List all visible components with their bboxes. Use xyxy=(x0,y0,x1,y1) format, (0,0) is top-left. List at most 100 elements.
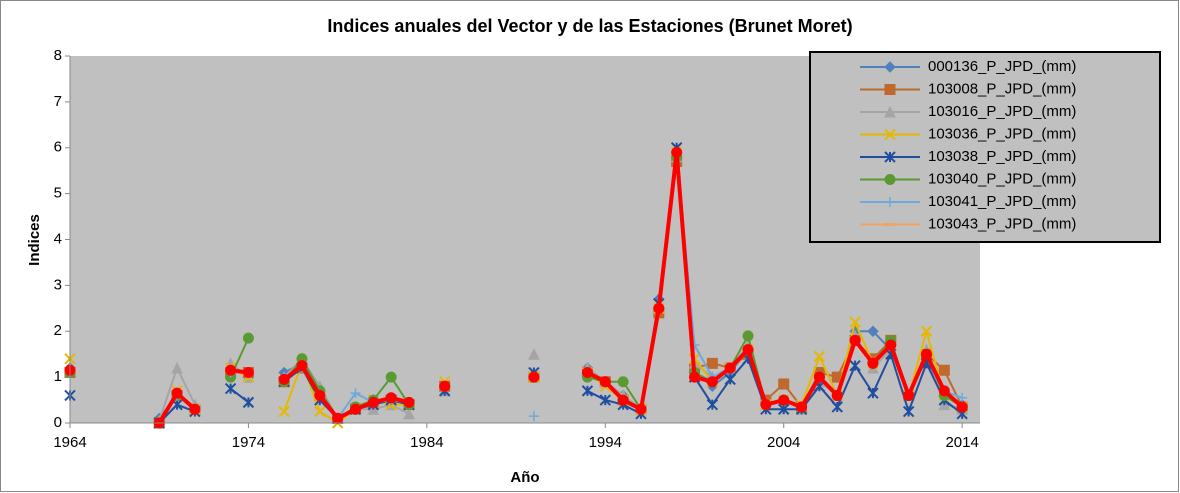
point-marker xyxy=(671,146,683,158)
point-marker xyxy=(242,367,254,379)
point-marker xyxy=(528,348,540,360)
legend-label: 103043_P_JPD_(mm) xyxy=(928,215,1076,232)
point-marker xyxy=(350,388,361,399)
point-marker xyxy=(171,387,183,399)
point-marker xyxy=(599,394,612,406)
point-marker xyxy=(314,389,326,401)
point-marker xyxy=(439,380,451,392)
point-marker xyxy=(278,405,290,418)
legend-label: 103040_P_JPD_(mm) xyxy=(928,170,1076,187)
point-marker xyxy=(920,325,933,337)
point-marker xyxy=(528,411,539,422)
point-marker xyxy=(778,378,790,390)
y-axis-title: Indices xyxy=(26,214,43,266)
point-marker xyxy=(867,387,879,399)
point-marker xyxy=(920,348,932,360)
point-marker xyxy=(813,371,825,383)
point-marker xyxy=(385,392,397,404)
point-marker xyxy=(403,407,415,420)
point-marker xyxy=(957,392,968,403)
x-tick-label: 2004 xyxy=(767,434,800,451)
point-marker xyxy=(689,371,701,383)
x-tick-label: 1984 xyxy=(410,434,443,451)
point-marker xyxy=(885,339,897,351)
point-marker xyxy=(706,357,718,369)
point-marker xyxy=(332,412,344,424)
point-marker xyxy=(884,128,896,141)
series-layer xyxy=(64,142,968,429)
point-marker xyxy=(831,389,843,401)
point-marker xyxy=(849,334,861,346)
point-marker xyxy=(884,174,896,185)
x-tick-label: 1974 xyxy=(232,434,265,451)
point-marker xyxy=(581,385,594,397)
point-marker xyxy=(778,394,790,406)
point-marker xyxy=(938,364,950,376)
point-marker xyxy=(884,61,896,73)
point-marker xyxy=(813,350,826,363)
y-tick-label: 5 xyxy=(54,185,62,202)
point-marker xyxy=(314,405,326,418)
point-marker xyxy=(617,376,629,388)
y-tick-label: 4 xyxy=(54,230,62,247)
point-marker xyxy=(617,394,629,406)
x-tick-label: 2014 xyxy=(945,434,978,451)
legend-label: 103038_P_JPD_(mm) xyxy=(928,148,1076,165)
point-marker xyxy=(796,401,808,413)
y-tick-label: 7 xyxy=(54,93,62,110)
point-marker xyxy=(242,396,255,409)
point-marker xyxy=(884,84,896,95)
point-marker xyxy=(724,373,736,386)
point-marker xyxy=(706,398,719,411)
point-marker xyxy=(742,330,754,342)
legend-label: 103041_P_JPD_(mm) xyxy=(928,193,1076,210)
point-marker xyxy=(902,405,915,418)
point-marker xyxy=(884,105,896,118)
x-axis-title: Año xyxy=(510,469,539,486)
point-marker xyxy=(742,344,754,356)
y-tick-label: 2 xyxy=(54,322,62,339)
point-marker xyxy=(724,362,736,374)
legend-label: 103008_P_JPD_(mm) xyxy=(928,80,1076,97)
point-marker xyxy=(171,361,183,374)
legend-label: 000136_P_JPD_(mm) xyxy=(928,58,1076,75)
point-marker xyxy=(867,357,879,369)
point-marker xyxy=(653,302,665,314)
legend-label: 103016_P_JPD_(mm) xyxy=(928,103,1076,120)
point-marker xyxy=(581,367,593,379)
point-marker xyxy=(296,360,308,372)
y-tick-label: 0 xyxy=(54,414,62,431)
point-marker xyxy=(189,403,201,415)
point-marker xyxy=(635,403,647,415)
point-marker xyxy=(938,385,950,397)
point-marker xyxy=(760,399,772,411)
point-marker xyxy=(385,371,397,383)
point-marker xyxy=(278,373,290,385)
point-marker xyxy=(599,376,611,388)
y-tick-label: 8 xyxy=(54,47,62,64)
point-marker xyxy=(849,359,861,372)
y-tick-label: 3 xyxy=(54,276,62,293)
point-marker xyxy=(706,376,718,388)
point-marker xyxy=(403,396,415,408)
legend-label: 103036_P_JPD_(mm) xyxy=(928,125,1076,142)
point-marker xyxy=(367,396,379,408)
point-marker xyxy=(956,401,968,413)
point-marker xyxy=(528,371,540,383)
y-tick-label: 1 xyxy=(54,368,62,385)
point-marker xyxy=(849,316,861,328)
legend-box xyxy=(809,51,1161,243)
y-tick-label: 6 xyxy=(54,139,62,156)
point-marker xyxy=(242,332,254,344)
x-tick-label: 1964 xyxy=(53,434,86,451)
point-marker xyxy=(884,151,896,163)
point-marker xyxy=(349,403,361,415)
point-marker xyxy=(224,382,237,395)
chart-title: Indices anuales del Vector y de las Esta… xyxy=(327,16,852,36)
point-marker xyxy=(867,325,879,337)
point-marker xyxy=(778,403,790,415)
legend: 000136_P_JPD_(mm) 103008_P_JPD_(mm) 103016… xyxy=(809,51,1161,243)
point-marker xyxy=(885,197,895,207)
point-marker xyxy=(903,389,915,401)
